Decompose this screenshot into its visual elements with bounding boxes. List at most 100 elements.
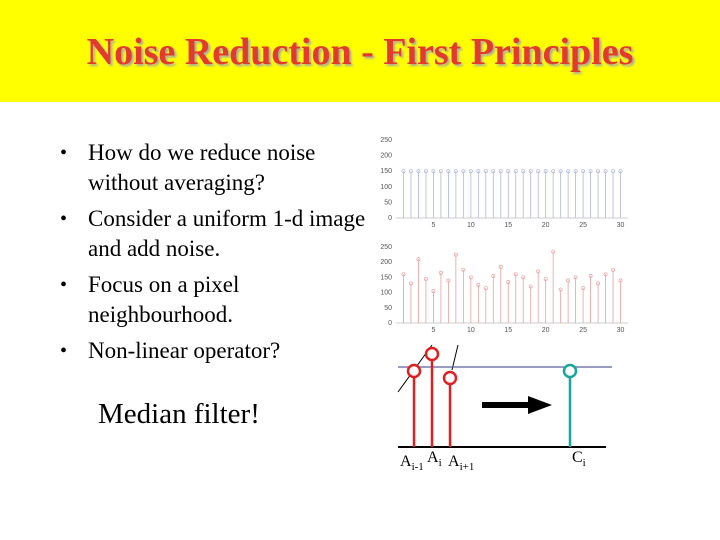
data-point: [476, 169, 481, 174]
data-point: [558, 287, 563, 292]
data-point: [423, 169, 428, 174]
data-point: [401, 272, 406, 277]
bullet-text: Focus on a pixel neighbourhood.: [88, 272, 240, 327]
title-band: [0, 0, 720, 102]
data-point: [431, 289, 436, 294]
data-point: [483, 169, 488, 174]
slide-title: Noise Reduction - First Principles: [86, 31, 634, 73]
data-point: [611, 169, 615, 174]
data-point: [438, 270, 443, 275]
data-point: [446, 169, 451, 174]
stem-c-i-marker: [562, 363, 578, 379]
bullet-text: Non-linear operator?: [88, 338, 281, 363]
data-point: [588, 273, 593, 278]
x-tick-label: 20: [542, 222, 550, 229]
data-point: [596, 169, 601, 174]
bullet-item: • Consider a uniform 1-d image and add no…: [56, 204, 376, 264]
data-point: [453, 169, 458, 174]
data-point: [588, 169, 593, 174]
data-point: [521, 169, 526, 174]
y-tick-label: 200: [380, 153, 392, 160]
data-point: [551, 249, 556, 254]
arrow-right-icon: [482, 396, 552, 414]
data-point: [461, 169, 466, 174]
data-point: [573, 169, 578, 174]
data-point: [506, 169, 511, 174]
y-tick-label: 100: [380, 290, 392, 297]
y-tick-label: 150: [380, 274, 392, 281]
data-point: [423, 276, 428, 281]
x-tick-label: 5: [431, 222, 435, 229]
bullet-list: • How do we reduce noise without averagin…: [56, 138, 376, 372]
label-c-i: Ci: [572, 449, 586, 469]
data-point: [438, 169, 443, 174]
data-point: [536, 269, 541, 274]
x-tick-label: 15: [504, 327, 512, 334]
data-point: [536, 169, 541, 174]
stem-group: [406, 346, 578, 447]
data-point: [513, 272, 518, 277]
data-point: [528, 284, 533, 289]
zoom-line-right: [451, 344, 459, 371]
y-tick-label: 50: [384, 305, 392, 312]
y-tick-label: 200: [380, 259, 392, 266]
x-tick-label: 25: [579, 327, 587, 334]
bullet-icon: •: [60, 142, 68, 164]
y-tick-label: 50: [384, 199, 392, 206]
data-point: [618, 278, 623, 283]
y-tick-label: 150: [380, 168, 392, 175]
y-tick-label: 0: [388, 215, 392, 222]
y-tick-label: 100: [380, 184, 392, 191]
data-point: [543, 276, 548, 281]
data-point: [446, 278, 451, 283]
data-point: [581, 169, 586, 174]
stem-a-next-marker: [442, 370, 458, 386]
data-point: [483, 286, 488, 290]
data-point: [409, 169, 413, 174]
x-tick-label: 20: [542, 327, 550, 334]
data-point: [453, 252, 458, 257]
x-tick-label: 5: [431, 327, 435, 334]
data-point: [603, 272, 608, 277]
bullet-text: How do we reduce noise without averaging…: [88, 140, 316, 195]
noise-plots: 0 50 100 150 200 250 5 10 15 20 25 30 0 50 100 150 200 25…: [380, 137, 628, 334]
data-point: [611, 267, 615, 272]
data-point: [566, 169, 571, 174]
data-point: [491, 169, 496, 174]
x-tick-label: 30: [617, 222, 625, 229]
x-tick-label: 10: [467, 327, 475, 334]
data-point: [468, 169, 473, 174]
data-point: [468, 275, 473, 280]
data-point: [528, 169, 533, 174]
x-tick-label: 10: [467, 222, 475, 229]
data-point: [566, 278, 571, 283]
data-point: [416, 169, 421, 174]
data-point: [573, 275, 578, 280]
bullet-text: Consider a uniform 1-d image and add noi…: [88, 206, 366, 261]
data-point: [461, 267, 466, 272]
data-point: [491, 273, 496, 278]
bullet-item: • How do we reduce noise without averagin…: [56, 138, 376, 198]
label-a-prev: Ai-1: [400, 453, 424, 473]
median-filter-callout: Median filter!: [98, 398, 260, 430]
x-tick-label: 25: [579, 222, 587, 229]
bullet-item: • Focus on a pixel neighbourhood.: [56, 270, 376, 330]
y-tick-label: 250: [380, 244, 392, 251]
data-point: [476, 283, 481, 287]
bullet-icon: •: [60, 208, 68, 230]
data-point: [416, 257, 421, 262]
bullet-icon: •: [60, 340, 68, 362]
stem-a-i-marker: [424, 346, 440, 362]
data-point: [513, 169, 518, 174]
data-point: [506, 280, 511, 284]
data-point: [596, 281, 601, 286]
data-point: [603, 169, 608, 174]
data-point: [551, 169, 556, 174]
bullet-icon: •: [60, 274, 68, 296]
data-point: [581, 286, 586, 290]
label-a-i: Ai: [427, 449, 442, 469]
data-point: [498, 264, 503, 269]
bullet-item: • Non-linear operator?: [56, 336, 376, 366]
label-a-next: Ai+1: [448, 453, 474, 473]
